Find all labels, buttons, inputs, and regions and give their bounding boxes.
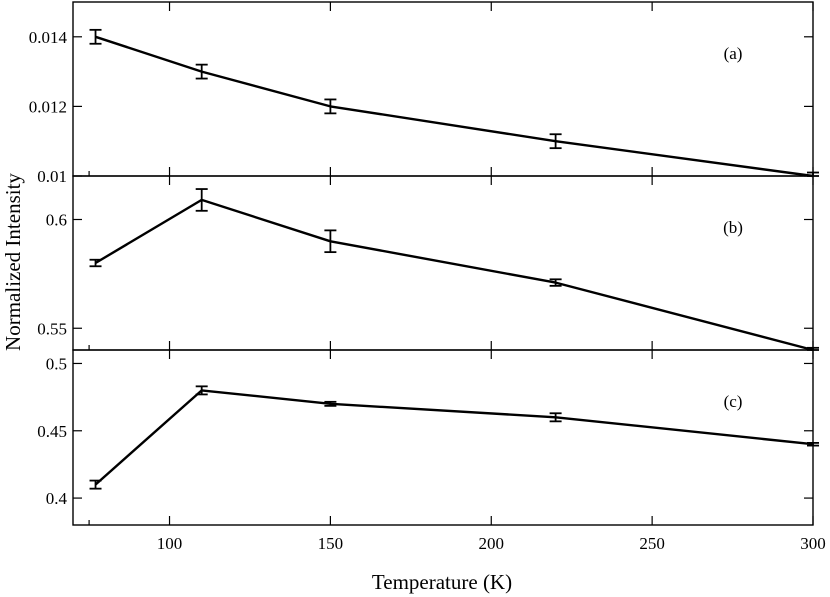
panel-a-ytick-label: 0.01 — [37, 167, 67, 186]
panel-c-error-bar — [807, 441, 819, 447]
panel-a-error-bar — [549, 133, 562, 150]
panels: 0.01 0.012 0.014 (a) 0.55 0.6 (b) 0.4 0.45 0.5 100… — [29, 1, 826, 553]
panel-b-error-bar — [195, 188, 208, 212]
panel-b-error-bar — [324, 229, 337, 254]
panel-a-frame — [72, 1, 814, 177]
panel-c-error-bar — [549, 412, 562, 423]
panel-b: 0.55 0.6 (b) — [37, 175, 819, 352]
panel-a: 0.01 0.012 0.014 (a) — [29, 1, 819, 186]
panel-c-ytick-label: 0.4 — [46, 489, 68, 508]
y-axis-title: Normalized Intensity — [1, 173, 25, 351]
panel-b-error-bar — [549, 278, 562, 287]
panel-c-xtick-label: 200 — [479, 534, 505, 553]
panel-c-error-bar — [89, 479, 102, 490]
panel-a-error-bar — [195, 63, 208, 80]
panel-c-xtick-label: 250 — [639, 534, 665, 553]
panel-c-xtick-label: 150 — [318, 534, 344, 553]
panel-c-error-bar — [324, 400, 337, 407]
panel-c-error-bar — [195, 385, 208, 396]
panel-c-xtick-label: 100 — [157, 534, 183, 553]
panel-c: 0.4 0.45 0.5 100 150 200 250 300 (c) — [37, 349, 826, 553]
panel-b-ytick-label: 0.55 — [37, 319, 67, 338]
panel-a-label: (a) — [724, 44, 743, 63]
panel-b-ytick-label: 0.6 — [46, 211, 67, 230]
panel-a-error-bar — [89, 28, 102, 45]
panel-b-series-line — [94, 198, 814, 352]
panel-c-ytick-label: 0.5 — [46, 354, 67, 373]
panel-c-label: (c) — [724, 392, 743, 411]
panel-a-ytick-label: 0.012 — [29, 97, 67, 116]
x-axis-title: Temperature (K) — [372, 570, 512, 594]
panel-a-error-bar — [324, 98, 337, 115]
panel-a-series-line — [95, 35, 814, 178]
panel-c-frame — [72, 349, 814, 526]
panel-b-label: (b) — [723, 218, 743, 237]
panel-c-ytick-label: 0.45 — [37, 422, 67, 441]
panel-a-ytick-label: 0.014 — [29, 28, 68, 47]
panel-c-xtick-label: 300 — [800, 534, 826, 553]
panel-b-error-bar — [89, 258, 102, 268]
panel-c-series-line — [94, 389, 814, 486]
